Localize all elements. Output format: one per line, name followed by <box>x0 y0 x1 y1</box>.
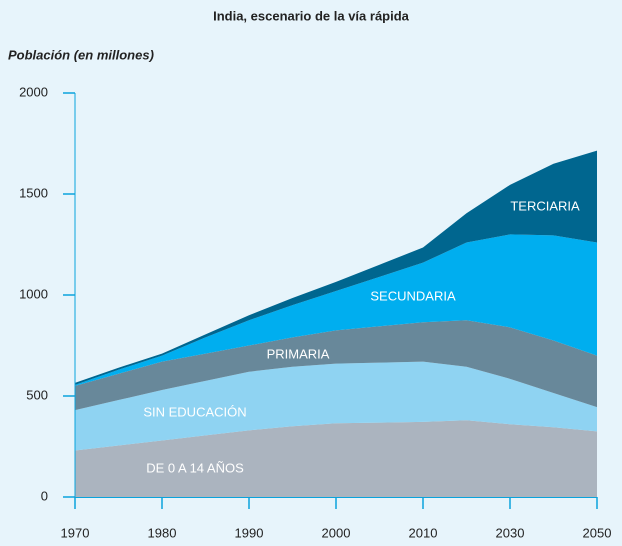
x-tick-label: 2000 <box>322 525 351 540</box>
y-axis-label: Población (en millones) <box>8 47 154 62</box>
y-tick-label: 500 <box>26 387 48 402</box>
area <box>75 361 597 451</box>
area-label: SIN EDUCACIÓN <box>143 404 246 419</box>
area-label: DE 0 A 14 AÑOS <box>146 460 244 475</box>
area-label: TERCIARIA <box>510 198 580 213</box>
area <box>75 420 597 497</box>
area-label: SECUNDARIA <box>370 288 456 303</box>
x-tick-label: 2050 <box>583 525 612 540</box>
area <box>75 150 597 385</box>
y-tick-label: 2000 <box>19 84 48 99</box>
x-tick-label: 1990 <box>235 525 264 540</box>
area <box>75 234 597 386</box>
area-label: PRIMARIA <box>267 346 330 361</box>
chart-title: India, escenario de la vía rápida <box>213 8 410 23</box>
x-tick-label: 1980 <box>148 525 177 540</box>
x-tick-label: 2010 <box>409 525 438 540</box>
y-tick-label: 0 <box>41 488 48 503</box>
y-tick-label: 1500 <box>19 185 48 200</box>
x-tick-label: 1970 <box>61 525 90 540</box>
y-tick-label: 1000 <box>19 286 48 301</box>
area <box>75 320 597 411</box>
x-tick-label: 2030 <box>496 525 525 540</box>
